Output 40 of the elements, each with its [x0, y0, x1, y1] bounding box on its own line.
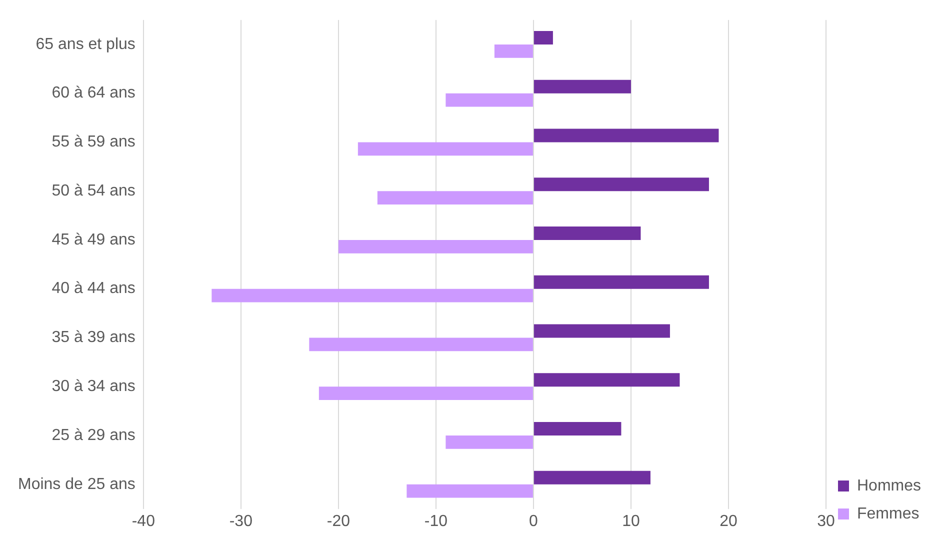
- y-tick-label: 25 à 29 ans: [52, 426, 136, 444]
- x-tick-label: 10: [622, 512, 640, 530]
- y-tick-label: 60 à 64 ans: [52, 84, 136, 102]
- bar: [534, 31, 553, 44]
- y-tick-label: 65 ans et plus: [36, 36, 136, 53]
- x-tick-label: -20: [326, 512, 350, 530]
- y-tick-label: Moins de 25 ans: [18, 476, 136, 493]
- bar: [534, 324, 670, 338]
- x-tick-label: 30: [817, 512, 835, 530]
- bar: [358, 142, 533, 156]
- y-tick-label: 40 à 44 ans: [52, 280, 136, 298]
- x-tick-label: -10: [424, 512, 448, 530]
- bar: [338, 240, 533, 254]
- y-tick-label: 30 à 34 ans: [52, 378, 136, 396]
- bar: [446, 435, 533, 449]
- legend-label: Femmes: [856, 505, 920, 522]
- bar: [534, 373, 680, 387]
- x-tick-label: -30: [229, 512, 253, 530]
- bar: [446, 93, 533, 107]
- bar: [494, 44, 533, 58]
- y-tick-label: 55 à 59 ans: [52, 134, 136, 151]
- bar: [534, 128, 719, 142]
- bar: [534, 422, 622, 436]
- bar: [534, 80, 631, 94]
- y-tick-label: 50 à 54 ans: [52, 182, 136, 200]
- y-tick-label: 35 à 39 ans: [52, 329, 136, 346]
- bar: [534, 470, 650, 484]
- bar: [318, 386, 533, 400]
- x-tick-label: -40: [132, 512, 156, 530]
- y-tick-label: 45 à 49 ans: [52, 231, 136, 248]
- legend-label: Hommes: [856, 477, 922, 494]
- bar: [212, 288, 533, 302]
- bar: [534, 275, 709, 289]
- x-tick-label: 20: [720, 512, 738, 530]
- bar: [406, 484, 533, 498]
- bar: [534, 178, 709, 192]
- bar: [377, 191, 533, 205]
- bar: [534, 226, 641, 240]
- x-tick-label: 0: [529, 512, 538, 530]
- bar: [309, 338, 533, 352]
